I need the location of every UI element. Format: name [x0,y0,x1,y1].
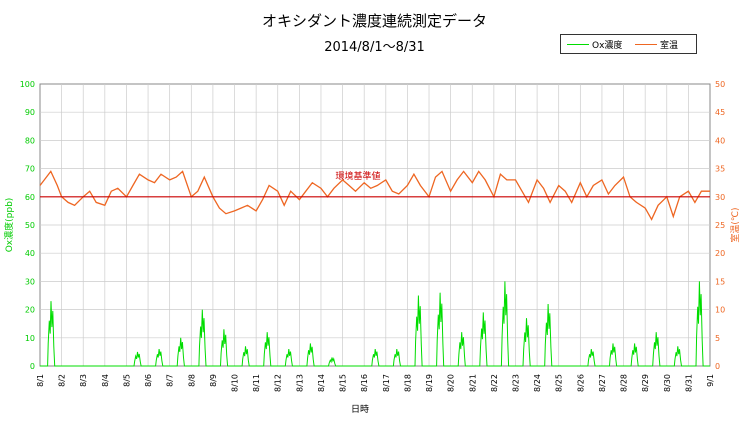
y-tick-right: 45 [715,108,725,117]
y-tick-left: 0 [30,362,35,371]
x-tick-label: 8/10 [231,374,240,392]
x-tick-label: 8/28 [620,374,629,392]
y-tick-right: 15 [715,277,725,286]
x-tick-label: 8/8 [187,374,196,387]
legend-label-ox: Ox濃度 [592,41,623,51]
x-tick-label: 8/5 [122,374,131,387]
x-tick-label: 8/25 [555,374,564,392]
series-line-ox [40,281,710,367]
x-tick-label: 8/20 [447,374,456,392]
x-tick-label: 8/27 [598,374,607,392]
x-tick-label: 8/31 [684,374,693,392]
y-axis-title-right: 室温(℃) [729,207,741,242]
x-tick-label: 8/12 [274,374,283,392]
y-tick-right: 5 [715,334,720,343]
x-tick-label: 8/15 [339,374,348,392]
x-tick-label: 8/23 [511,374,520,392]
chart-title: オキシダント濃度連続測定データ [261,12,487,30]
legend-item-ox: Ox濃度 [567,38,622,51]
legend-label-temp: 室温 [660,41,679,51]
x-tick-label: 9/1 [706,374,715,387]
x-tick-label: 8/11 [252,374,261,392]
y-tick-right: 10 [715,306,725,315]
x-tick-label: 8/6 [144,374,153,387]
x-tick-label: 8/21 [468,374,477,392]
x-tick-label: 8/26 [576,374,585,392]
y-tick-left: 70 [25,165,35,174]
x-tick-label: 8/3 [79,374,88,387]
x-tick-label: 8/29 [641,374,650,392]
y-tick-left: 30 [25,277,35,286]
y-tick-right: 35 [715,165,725,174]
y-tick-right: 50 [715,80,725,89]
x-tick-label: 8/16 [360,374,369,392]
y-tick-left: 100 [20,80,35,89]
x-tick-label: 8/30 [663,374,672,392]
x-tick-label: 8/14 [317,374,326,392]
x-tick-label: 8/24 [533,374,542,392]
x-tick-label: 8/18 [403,374,412,392]
x-tick-label: 8/2 [58,374,67,387]
legend: Ox濃度 室温 [560,34,697,54]
y-tick-left: 50 [25,221,35,230]
x-axis-title: 日時 [351,404,369,415]
y-tick-left: 10 [25,334,35,343]
y-tick-right: 0 [715,362,720,371]
x-tick-label: 8/7 [166,374,175,387]
legend-swatch-ox [567,44,589,45]
legend-item-temp: 室温 [635,38,678,51]
x-tick-label: 8/9 [209,374,218,387]
y-tick-right: 30 [715,193,725,202]
reference-line-label: 環境基準値 [335,170,380,182]
y-tick-right: 40 [715,136,725,145]
x-tick-label: 8/19 [425,374,434,392]
x-tick-label: 8/13 [295,374,304,392]
chart-subtitle: 2014/8/1～8/31 [324,40,425,55]
x-tick-label: 8/4 [101,374,110,387]
y-tick-left: 90 [25,108,35,117]
y-tick-left: 20 [25,306,35,315]
x-tick-label: 8/1 [36,374,45,387]
y-tick-right: 20 [715,249,725,258]
y-tick-left: 40 [25,249,35,258]
y-tick-left: 60 [25,193,35,202]
legend-swatch-temp [635,44,657,45]
y-tick-left: 80 [25,136,35,145]
y-axis-title-left: Ox濃度(ppb) [3,198,15,253]
series-line-temp [39,170,710,221]
y-tick-right: 25 [715,221,725,230]
x-tick-label: 8/22 [490,374,499,392]
x-tick-label: 8/17 [382,374,391,392]
